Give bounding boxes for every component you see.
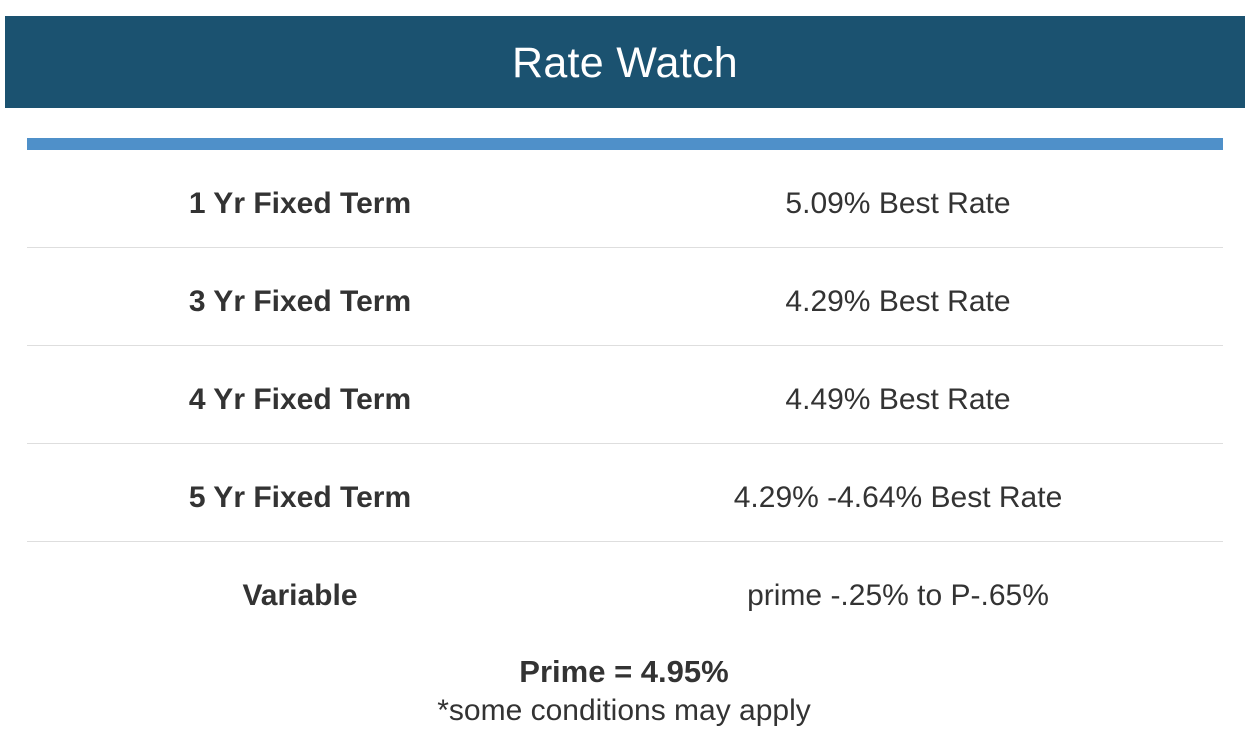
term-label: Variable (242, 578, 358, 612)
rate-row-5yr: 5 Yr Fixed Term 4.29% -4.64% Best Rate (27, 444, 1223, 542)
rate-value: 4.29% Best Rate (785, 284, 1011, 318)
term-label: 5 Yr Fixed Term (188, 480, 412, 514)
rate-watch-header: Rate Watch (5, 16, 1245, 108)
prime-rate: Prime = 4.95% (519, 654, 729, 689)
rate-table: 1 Yr Fixed Term 5.09% Best Rate 3 Yr Fix… (27, 150, 1223, 639)
rate-value: 4.29% -4.64% Best Rate (733, 480, 1063, 514)
page-title: Rate Watch (511, 38, 739, 87)
rate-value: prime -.25% to P-.65% (747, 578, 1049, 612)
term-label: 4 Yr Fixed Term (188, 382, 412, 416)
term-label: 3 Yr Fixed Term (188, 284, 412, 318)
rate-row-4yr: 4 Yr Fixed Term 4.49% Best Rate (27, 346, 1223, 444)
accent-bar (27, 138, 1223, 150)
term-label: 1 Yr Fixed Term (188, 186, 412, 220)
conditions-note: *some conditions may apply (437, 694, 811, 727)
rate-value: 4.49% Best Rate (785, 382, 1011, 416)
rate-value: 5.09% Best Rate (785, 186, 1011, 220)
rate-row-variable: Variable prime -.25% to P-.65% (27, 542, 1223, 639)
rate-row-3yr: 3 Yr Fixed Term 4.29% Best Rate (27, 248, 1223, 346)
rate-row-1yr: 1 Yr Fixed Term 5.09% Best Rate (27, 150, 1223, 248)
